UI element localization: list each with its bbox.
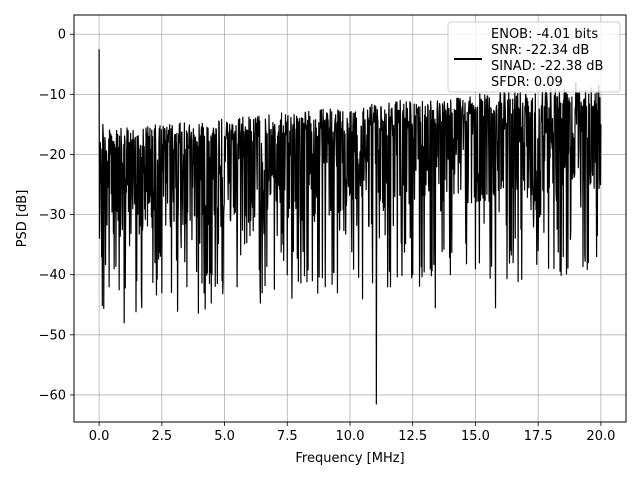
legend-entry-sfdr: SFDR: 0.09 [491,75,563,90]
legend-entry-snr: SNR: -22.34 dB [491,43,589,58]
x-tick-label: 17.5 [524,429,553,444]
x-tick-label: 5.0 [214,429,235,444]
y-tick-label: 0 [58,28,66,43]
y-tick-label: −10 [39,88,66,103]
legend-box [447,21,621,93]
line-layer [98,49,602,405]
legend-entry-sinad: SINAD: -22.38 dB [491,59,603,74]
legend-entry-enob: ENOB: -4.01 bits [491,27,598,42]
psd-series-line [98,49,602,405]
y-tick-label: −50 [39,328,66,343]
x-axis-ticks: 0.0 2.5 5.0 7.5 10.0 12.5 15.0 17.5 20.0 [89,422,615,444]
x-tick-label: 2.5 [151,429,172,444]
x-tick-label: 7.5 [277,429,298,444]
x-axis-label: Frequency [MHz] [295,451,404,466]
x-tick-label: 15.0 [461,429,490,444]
y-tick-label: −60 [39,388,66,403]
x-tick-label: 10.0 [336,429,365,444]
y-tick-label: −20 [39,148,66,163]
y-tick-label: −30 [39,208,66,223]
x-tick-label: 0.0 [89,429,110,444]
legend: ENOB: -4.01 bits SNR: -22.34 dB SINAD: -… [447,21,621,93]
y-axis-ticks: 0 −10 −20 −30 −40 −50 −60 [39,28,74,403]
x-tick-label: 12.5 [398,429,427,444]
x-tick-label: 20.0 [586,429,615,444]
y-axis-label: PSD [dB] [15,190,30,248]
y-tick-label: −40 [39,268,66,283]
